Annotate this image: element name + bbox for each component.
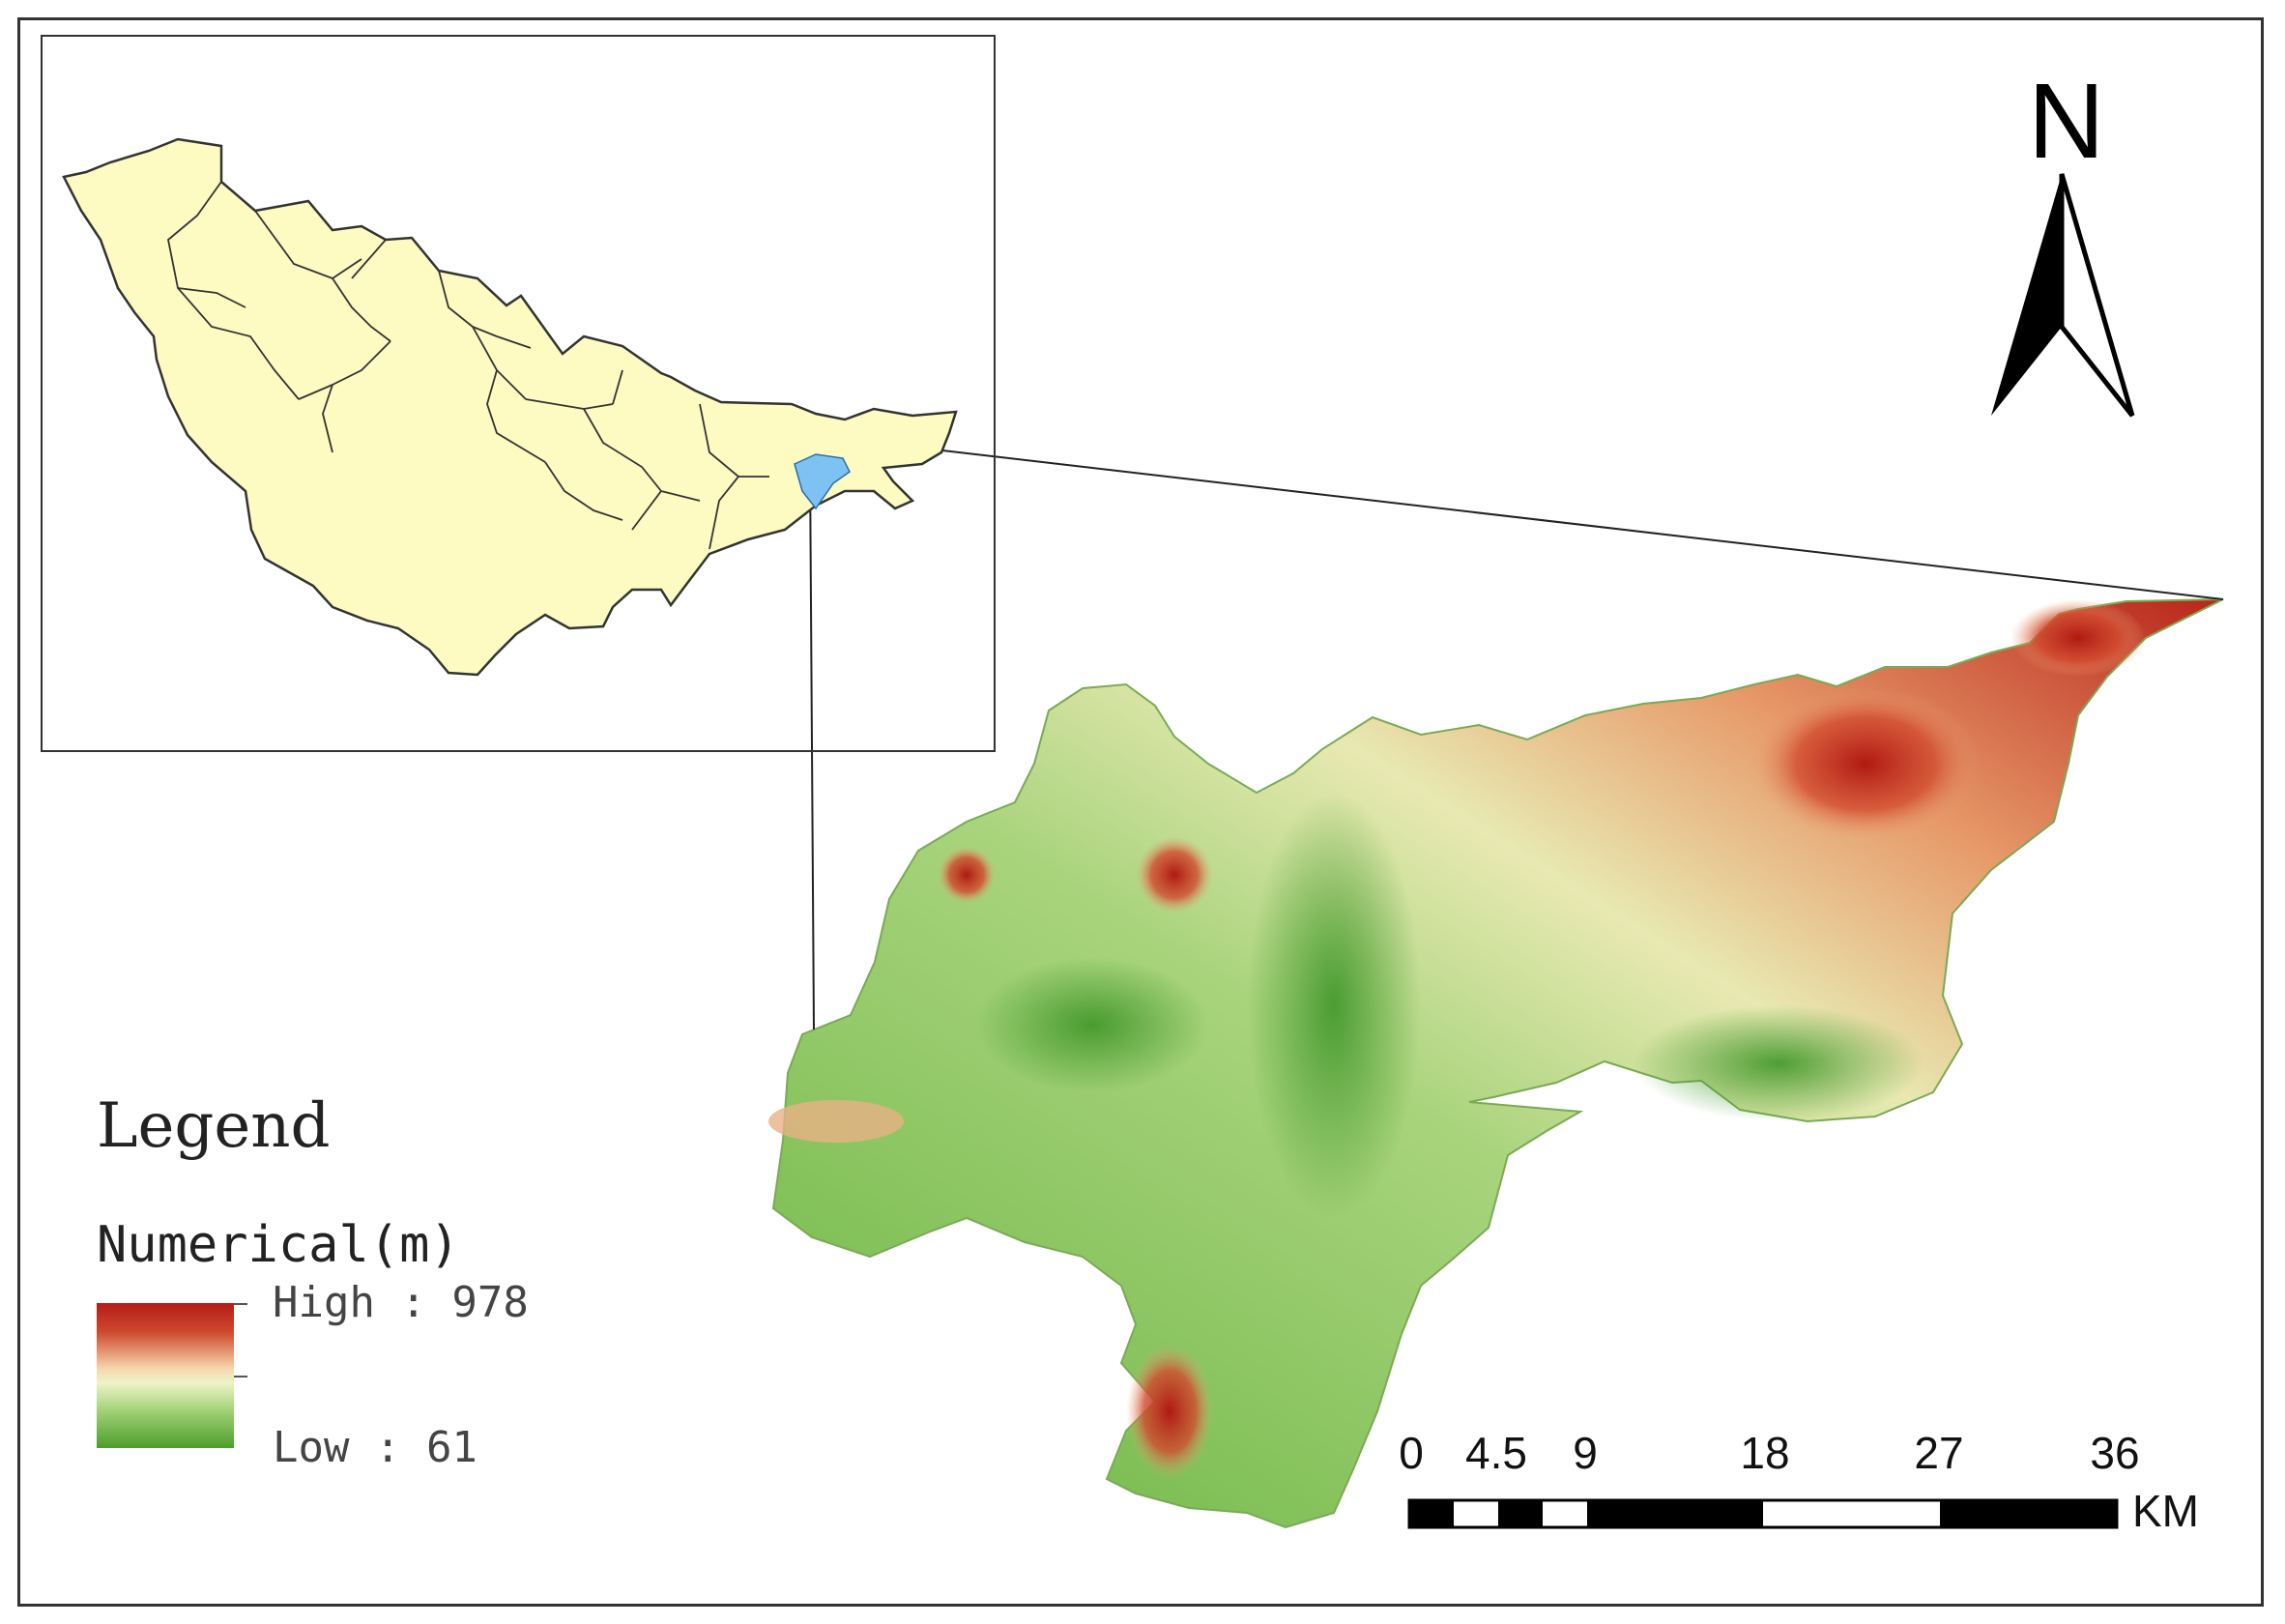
scale-tick-label: 4.5 <box>1465 1428 1527 1478</box>
scale-segment-7 <box>1940 1500 2117 1527</box>
scale-bar <box>1407 1498 2119 1529</box>
legend-low-label: Low : 61 <box>273 1423 477 1472</box>
scale-unit-label: KM <box>2132 1486 2199 1536</box>
central-valley <box>1247 793 1421 1218</box>
southwest-ridge <box>1126 1344 1213 1479</box>
north-arrow-right-half <box>2059 173 2135 418</box>
legend-tick-mid <box>234 1376 247 1378</box>
scale-tick-label: 18 <box>1740 1428 1790 1478</box>
eastern-ridge <box>2010 599 2146 677</box>
south-east-valley <box>1634 1005 1923 1121</box>
north-arrow <box>1991 173 2135 418</box>
inset-map-canvas <box>62 137 958 677</box>
province-outline <box>62 137 958 677</box>
legend-high-label: High : 978 <box>273 1278 529 1327</box>
scale-tick-label: 0 <box>1399 1428 1424 1478</box>
scale-tick-label: 36 <box>2090 1428 2140 1478</box>
legend-title: Legend <box>97 1090 331 1162</box>
scale-tick-label: 27 <box>1914 1428 1964 1478</box>
north-east-peak <box>1750 686 1981 841</box>
scale-segment-5 <box>1587 1500 1763 1527</box>
scale-segment-3 <box>1498 1500 1543 1527</box>
north-label: N <box>2028 62 2105 181</box>
connector-line-east <box>941 450 2224 600</box>
legend-tick-high <box>234 1303 247 1305</box>
central-peak <box>1136 836 1213 914</box>
scale-segment-1 <box>1409 1500 1454 1527</box>
district-borders <box>167 181 769 550</box>
study-area-highlight <box>794 453 851 510</box>
legend-field-label: Numerical(m) <box>97 1216 460 1274</box>
scale-tick-label: 9 <box>1573 1428 1598 1478</box>
study-area-dem <box>768 598 2224 1529</box>
west-peak <box>938 846 996 904</box>
connector-line-south <box>809 461 815 1030</box>
north-arrow-left-half <box>1991 174 2062 416</box>
legend-color-ramp <box>97 1303 234 1448</box>
west-ridge <box>768 1100 904 1143</box>
west-lowland <box>976 957 1208 1092</box>
inset-map <box>41 35 996 752</box>
